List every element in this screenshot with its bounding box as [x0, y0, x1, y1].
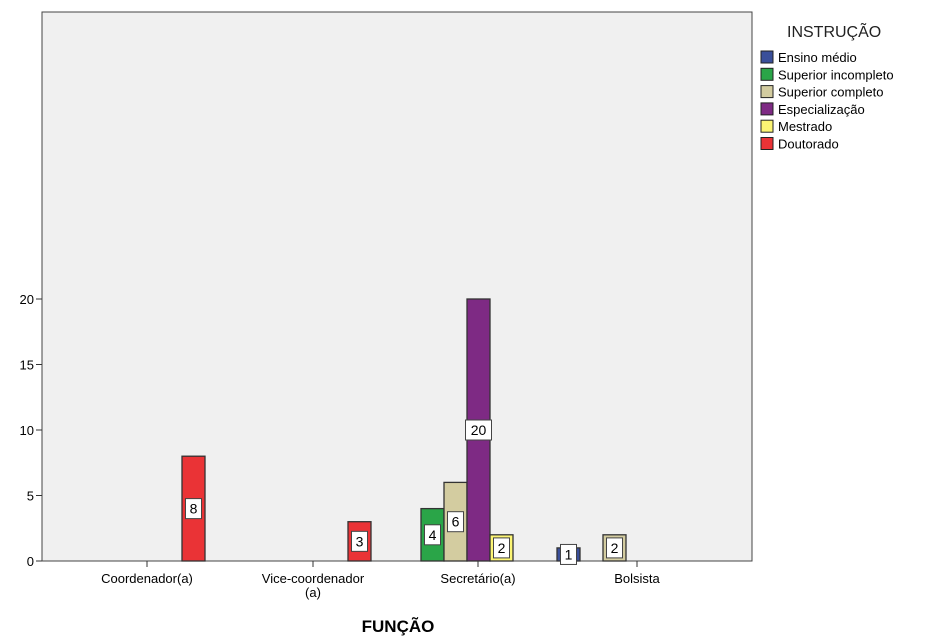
data-label-box — [447, 511, 464, 533]
legend-swatch — [760, 85, 774, 99]
data-label-box — [560, 543, 577, 565]
data-label: 20 — [471, 422, 487, 438]
legend-swatch — [760, 102, 774, 116]
legend-swatch — [760, 137, 774, 150]
legend-label: Superior completo — [778, 85, 884, 100]
data-label-box — [606, 537, 623, 559]
legend-label: Mestrado — [778, 119, 832, 134]
data-label-box — [185, 498, 202, 520]
x-tick-label: Secretário(a) — [440, 571, 515, 586]
data-label: 3 — [356, 533, 364, 549]
x-axis-title: FUNÇÃO — [362, 616, 435, 636]
x-tick-label: Vice-coordenador (a) — [262, 571, 365, 600]
data-label-box — [493, 537, 510, 559]
x-tick-label: Bolsista — [614, 571, 660, 586]
data-label-box — [465, 419, 492, 441]
data-label: 6 — [452, 514, 460, 530]
data-label: 2 — [498, 540, 506, 556]
y-tick-label: 10 — [20, 423, 34, 438]
legend-swatch — [760, 67, 774, 81]
legend-label: Superior incompleto — [778, 67, 894, 82]
data-labels: 1 46 2 20 2 8 3 — [185, 419, 623, 565]
y-tick-label: 0 — [27, 554, 34, 569]
legend-label: Ensino médio — [778, 50, 857, 65]
legend-swatch — [760, 50, 774, 64]
x-axis: Coordenador(a) Vice-coordenador (a) Secretá… — [101, 561, 661, 600]
legend-label: Especialização — [778, 102, 865, 117]
data-label: 4 — [429, 527, 437, 543]
legend-swatch — [760, 119, 774, 133]
data-label-box — [351, 530, 368, 552]
y-tick-label: 15 — [20, 358, 34, 373]
y-axis: 0 5 10 15 20 — [20, 292, 42, 569]
legend-label: Doutorado — [778, 137, 839, 152]
y-tick-label: 20 — [20, 292, 34, 307]
y-tick-label: 5 — [27, 489, 34, 504]
data-label: 1 — [565, 546, 573, 562]
data-label: 2 — [611, 540, 619, 556]
legend: INSTRUÇÃO Ensino médio Superior incomplet… — [760, 21, 894, 152]
data-label-box — [424, 524, 441, 546]
x-tick-label: Coordenador(a) — [101, 571, 193, 586]
legend-title: INSTRUÇÃO — [787, 21, 881, 41]
plot-area — [41, 11, 753, 562]
data-label: 8 — [190, 501, 198, 517]
